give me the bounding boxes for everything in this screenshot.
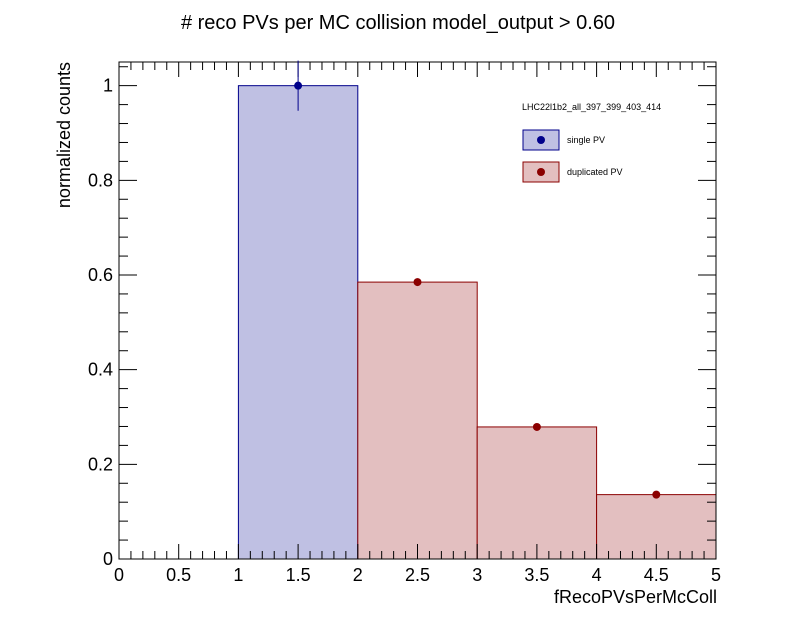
bars-layer <box>237 85 717 560</box>
x-tick-label: 4 <box>592 565 602 585</box>
data-point <box>294 81 303 90</box>
legend-label: single PV <box>567 135 605 145</box>
x-tick-label: 1.5 <box>286 565 311 585</box>
x-tick-label: 3.5 <box>524 565 549 585</box>
data-points-layer <box>294 60 661 499</box>
x-tick-label: 1 <box>233 565 243 585</box>
data-point <box>413 278 422 287</box>
x-axis-label: fRecoPVsPerMcColl <box>554 587 717 607</box>
legend-marker <box>537 168 545 176</box>
legend-marker <box>537 136 545 144</box>
bar-duplicated-pv-1 <box>476 426 598 560</box>
x-tick-label: 2.5 <box>405 565 430 585</box>
legend-header: LHC22l1b2_all_397_399_403_414 <box>522 102 661 112</box>
bar-single-pv-0 <box>237 85 359 560</box>
x-tick-label: 3 <box>472 565 482 585</box>
y-axis-label: normalized counts <box>54 62 74 208</box>
y-tick-label: 0.6 <box>88 265 113 285</box>
x-tick-label: 2 <box>353 565 363 585</box>
y-tick-label: 0.2 <box>88 454 113 474</box>
x-tick-label: 4.5 <box>644 565 669 585</box>
data-point <box>652 490 661 499</box>
bar-duplicated-pv-0 <box>357 281 478 560</box>
legend: LHC22l1b2_all_397_399_403_414 single PV d… <box>522 102 661 183</box>
x-tick-label: 0.5 <box>166 565 191 585</box>
axis-ticks: 0 0.5 1 1.5 2 2.5 3 3.5 4 4.5 5 0 0.2 0.4 0.6 0.8 1 <box>88 62 721 585</box>
legend-label: duplicated PV <box>567 167 623 177</box>
x-tick-label: 5 <box>711 565 721 585</box>
y-tick-label: 0 <box>103 549 113 569</box>
data-point <box>532 422 541 431</box>
y-tick-label: 0.4 <box>88 360 113 380</box>
y-tick-label: 1 <box>103 76 113 96</box>
x-tick-label: 0 <box>114 565 124 585</box>
chart-title: # reco PVs per MC collision model_output… <box>181 12 615 34</box>
y-tick-label: 0.8 <box>88 170 113 190</box>
